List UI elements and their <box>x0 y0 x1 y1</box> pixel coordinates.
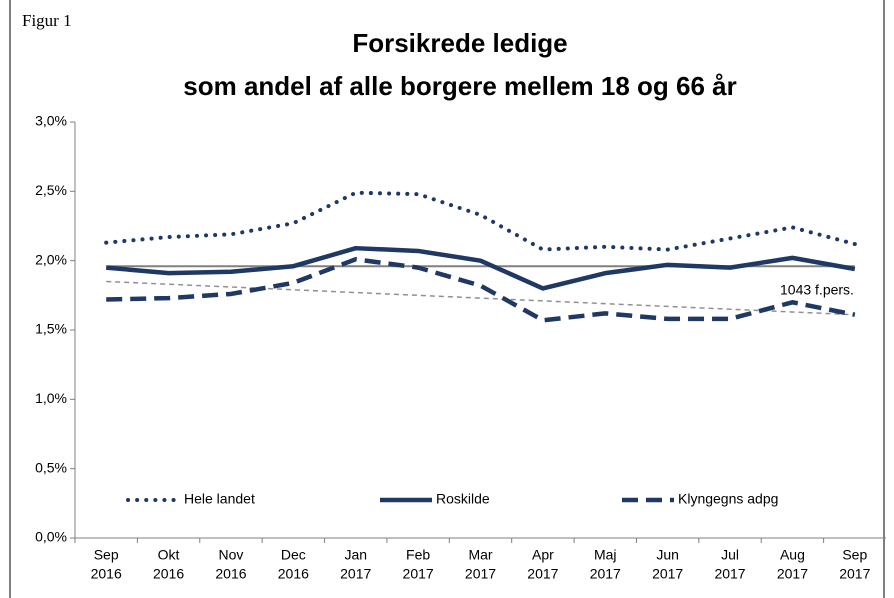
x-tick-label: 2017 <box>652 566 683 582</box>
x-tick-label: Sep <box>842 547 867 563</box>
x-tick-label: 2017 <box>777 566 808 582</box>
x-tick-label: 2016 <box>215 566 246 582</box>
x-tick-label: 2016 <box>153 566 184 582</box>
x-tick-label: 2017 <box>465 566 496 582</box>
x-tick-label: Jul <box>721 547 739 563</box>
x-tick-label: 2017 <box>839 566 870 582</box>
x-tick-label: 2017 <box>527 566 558 582</box>
legend-label: Hele landet <box>184 491 255 507</box>
series-line <box>106 257 856 323</box>
x-tick-label: 2017 <box>714 566 745 582</box>
x-tick-label: 2017 <box>403 566 434 582</box>
legend-label: Klyngegns adpg <box>678 491 778 507</box>
x-tick-label: Sep <box>94 547 119 563</box>
x-tick-label: Jun <box>656 547 679 563</box>
x-tick-label: Mar <box>468 547 492 563</box>
x-tick-label: Okt <box>158 547 180 563</box>
y-tick-label: 1,5% <box>35 321 67 337</box>
series-line <box>104 190 857 252</box>
x-tick-label: Aug <box>780 547 805 563</box>
x-tick-label: Maj <box>594 547 617 563</box>
chart-title: Forsikrede ledige <box>352 28 567 58</box>
y-tick-label: 0,5% <box>35 459 67 475</box>
x-tick-label: Apr <box>532 547 554 563</box>
x-tick-label: 2016 <box>278 566 309 582</box>
y-tick-label: 1,0% <box>35 390 67 406</box>
annotation: 1043 f.pers. <box>780 282 854 298</box>
x-tick-label: Nov <box>219 547 244 563</box>
series-line <box>106 280 855 316</box>
y-tick-label: 0,0% <box>35 529 67 545</box>
legend-label: Roskilde <box>436 491 490 507</box>
x-tick-label: 2017 <box>340 566 371 582</box>
series-line <box>105 245 856 291</box>
x-tick-label: Dec <box>281 547 306 563</box>
x-tick-label: 2017 <box>590 566 621 582</box>
y-tick-label: 3,0% <box>35 113 67 129</box>
x-tick-label: 2016 <box>91 566 122 582</box>
x-tick-label: Feb <box>406 547 430 563</box>
y-tick-label: 2,5% <box>35 182 67 198</box>
chart-title: som andel af alle borgere mellem 18 og 6… <box>183 71 736 101</box>
figure-label: Figur 1 <box>22 11 72 30</box>
x-tick-label: Jan <box>344 547 367 563</box>
y-tick-label: 2,0% <box>35 251 67 267</box>
